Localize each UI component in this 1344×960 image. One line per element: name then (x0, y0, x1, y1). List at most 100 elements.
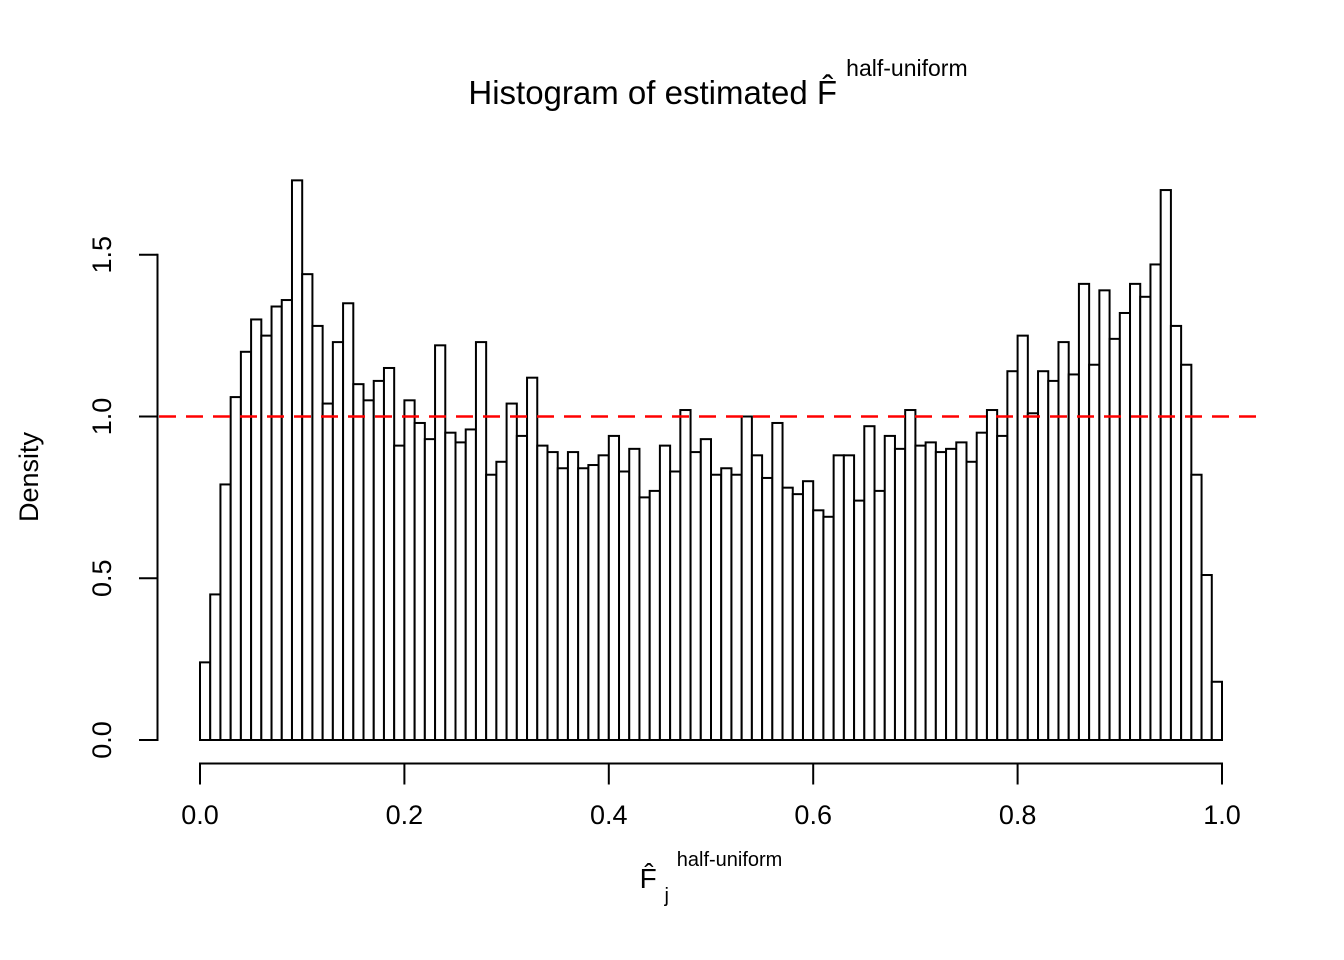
histogram-bar (873, 489, 886, 741)
histogram-bar (1077, 282, 1091, 741)
histogram-bar (689, 451, 702, 741)
histogram-bar (699, 438, 713, 741)
histogram-bar (495, 460, 508, 741)
histogram-bar (740, 415, 753, 741)
x-axis-title: F̂ j half-uniform (640, 849, 783, 908)
histogram-bar (290, 179, 304, 742)
histogram-bar (1026, 412, 1040, 741)
histogram-bar (1190, 473, 1203, 741)
histogram-bar (863, 425, 876, 741)
histogram-bar (209, 593, 222, 741)
histogram-bar (342, 302, 355, 741)
histogram-bar (1139, 295, 1152, 741)
histogram-bar (505, 402, 518, 741)
histogram-bar (1200, 574, 1213, 742)
x-axis-ticks: 0.0 0.2 0.4 0.6 0.8 1.0 (181, 763, 1241, 830)
histogram-bar (853, 499, 866, 741)
x-tick-label: 0.8 (999, 800, 1037, 830)
histogram-bar (638, 496, 651, 742)
histogram-bar (628, 447, 641, 741)
x-tick-label: 0.6 (794, 800, 832, 830)
y-axis: 0.0 0.5 1.0 1.5 (87, 236, 159, 759)
histogram-bar (301, 273, 314, 741)
histogram-bar (454, 441, 467, 741)
histogram-bar (403, 399, 416, 741)
histogram-bar (526, 376, 539, 741)
histogram-bar (423, 438, 437, 741)
histogram-bar (1088, 363, 1101, 741)
histogram-bar (372, 379, 385, 741)
histogram-bar (597, 454, 610, 741)
x-tick-label: 0.4 (590, 800, 628, 830)
histogram-bar (1149, 263, 1162, 741)
histogram-bar (618, 470, 631, 741)
histogram-bar (679, 409, 692, 741)
histogram-bar (474, 341, 488, 741)
histogram-bar (239, 350, 253, 741)
x-tick-label: 1.0 (1203, 800, 1241, 830)
histogram-bar (791, 493, 804, 742)
histogram-bar (1047, 379, 1060, 741)
histogram-bar (1037, 370, 1050, 741)
histogram-bar (730, 473, 743, 741)
histogram-bar (996, 434, 1009, 741)
chart-title: Histogram of estimated F̂ half-uniform (468, 55, 967, 111)
histogram-bar (1067, 373, 1080, 741)
histogram-bar (260, 334, 273, 742)
histogram-bar (536, 444, 549, 741)
histogram-bar (781, 486, 794, 742)
histogram-bar (546, 451, 559, 741)
histogram-bar (1180, 363, 1193, 741)
histogram-bar (924, 441, 937, 741)
histogram-bar (1098, 289, 1111, 741)
histogram-bar (914, 444, 927, 741)
histogram-bar (801, 480, 815, 741)
x-tick-label: 0.0 (181, 800, 219, 830)
histogram-bar (904, 409, 917, 741)
histogram-bar (199, 661, 212, 741)
histogram-bar (710, 473, 723, 741)
histogram-bar (270, 305, 283, 741)
histogram-bar (280, 299, 293, 741)
histogram-bar (1016, 334, 1029, 742)
histogram-bar (515, 434, 529, 741)
histogram-bar (250, 318, 263, 741)
y-tick-label: 0.0 (87, 721, 117, 759)
x-axis-title-superscript: half-uniform (677, 849, 783, 871)
histogram-bar (331, 341, 345, 741)
x-axis: 0.0 0.2 0.4 0.6 0.8 1.0 (181, 762, 1241, 830)
histogram-bar (464, 428, 477, 741)
histogram-bar (985, 409, 999, 741)
histogram-bar (1129, 282, 1142, 741)
histogram-bar (1210, 680, 1224, 742)
y-tick-label: 1.5 (87, 236, 117, 274)
histogram-bar (413, 421, 426, 741)
histogram-bar (393, 444, 406, 741)
x-tick-label: 0.2 (386, 800, 424, 830)
histogram-bar (485, 473, 498, 741)
histogram-bar (965, 460, 978, 741)
histogram-bar (975, 431, 988, 741)
histogram-bar (832, 454, 845, 741)
histogram-bar (311, 324, 324, 741)
x-axis-title-base: F̂ (640, 863, 657, 894)
histogram-bar (1006, 370, 1019, 741)
histogram-bar (761, 476, 774, 741)
histogram-bar (955, 441, 968, 741)
histogram-bar (893, 447, 907, 741)
histogram-bar (1169, 324, 1183, 741)
histogram-bar (945, 447, 958, 741)
histogram-bar (1159, 189, 1172, 742)
histogram-bar (812, 509, 825, 741)
histogram-bar (1057, 341, 1070, 741)
histogram-bar (556, 467, 569, 741)
histogram-bar (587, 464, 600, 741)
histogram-bar (362, 399, 375, 741)
y-tick-label: 0.5 (87, 559, 117, 597)
y-tick-label: 1.0 (87, 398, 117, 436)
histogram-bar (352, 383, 365, 741)
histogram-bar (566, 451, 580, 741)
histogram-bar (229, 396, 242, 741)
histogram-bar (382, 366, 396, 741)
